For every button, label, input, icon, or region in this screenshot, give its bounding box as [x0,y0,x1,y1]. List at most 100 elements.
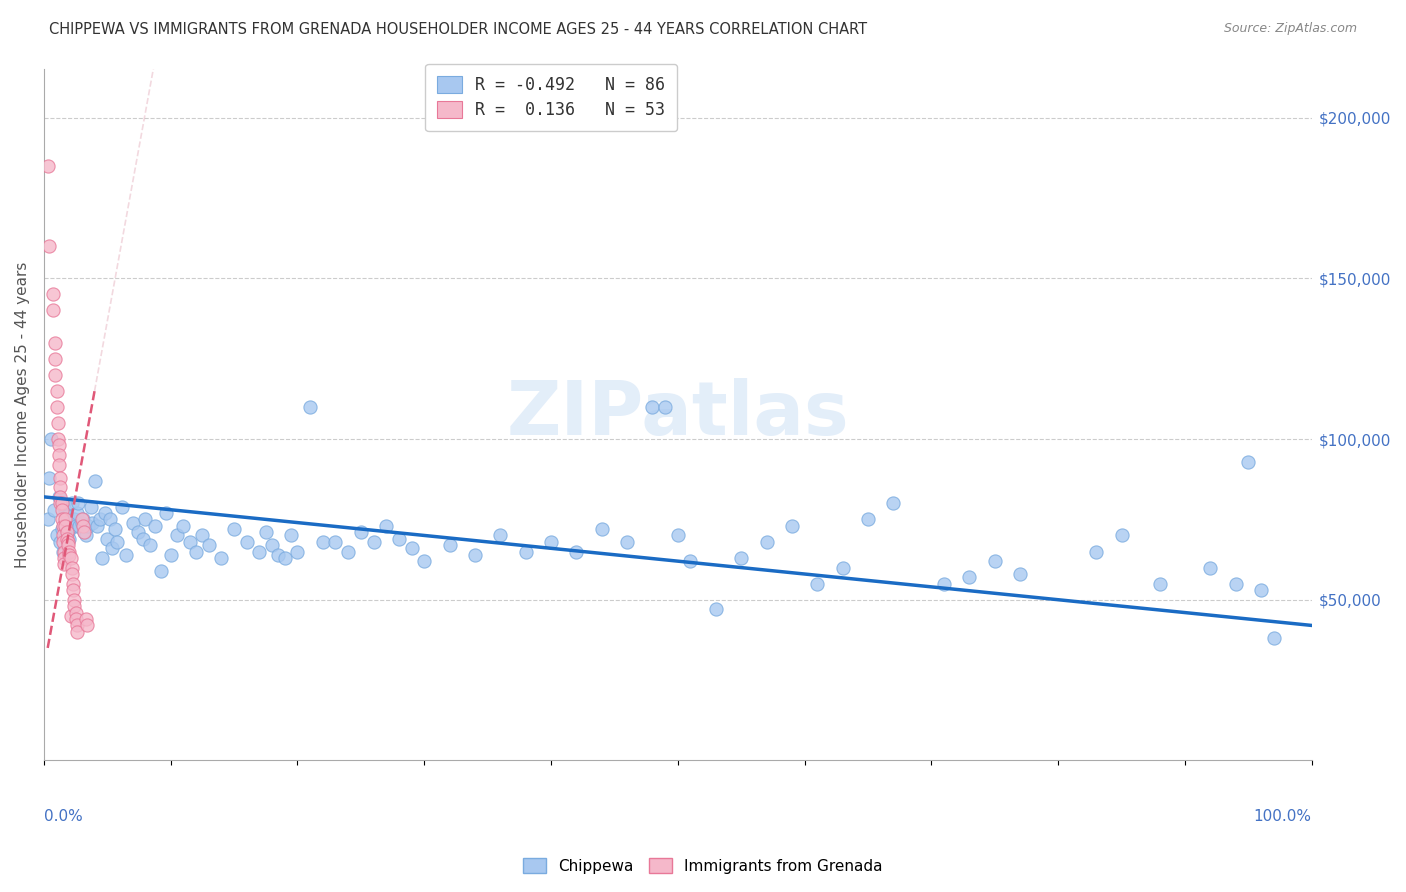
Point [413,554,436,568]
Point [1263,632,1285,646]
Point [209,550,232,565]
Point [1085,544,1108,558]
Point [55,512,77,526]
Point [172,518,194,533]
Point [45,400,67,414]
Point [46,432,69,446]
Point [666,528,689,542]
Point [80,500,103,514]
Point [62,576,84,591]
Y-axis label: Householder Income Ages 25 - 44 years: Householder Income Ages 25 - 44 years [15,261,30,568]
Point [58,544,80,558]
Point [55,518,77,533]
Point [56,538,79,552]
Point [540,534,562,549]
Point [127,525,149,540]
Point [983,554,1005,568]
Point [49,496,72,510]
Point [76,618,98,632]
Point [53,558,76,572]
Point [274,550,297,565]
Point [325,534,347,549]
Point [83,474,105,488]
Text: CHIPPEWA VS IMMIGRANTS FROM GRENADA HOUSEHOLDER INCOME AGES 25 - 44 YEARS CORREL: CHIPPEWA VS IMMIGRANTS FROM GRENADA HOUS… [49,22,868,37]
Point [1149,576,1171,591]
Point [63,512,86,526]
Point [401,541,423,556]
Point [280,528,302,542]
Point [59,516,82,530]
Point [66,624,89,639]
Point [66,506,89,520]
Point [63,592,86,607]
Point [52,518,75,533]
Point [70,516,93,530]
Point [49,490,72,504]
Point [63,599,86,614]
Point [55,525,77,540]
Point [235,534,257,549]
Point [51,502,73,516]
Point [166,528,188,542]
Point [299,400,322,414]
Point [107,534,129,549]
Legend: Chippewa, Immigrants from Grenada: Chippewa, Immigrants from Grenada [517,852,889,880]
Point [44,368,66,382]
Text: Source: ZipAtlas.com: Source: ZipAtlas.com [1223,22,1357,36]
Point [49,534,72,549]
Point [932,576,955,591]
Point [616,534,638,549]
Point [730,550,752,565]
Point [262,538,284,552]
Point [67,496,90,510]
Point [350,525,373,540]
Point [62,583,84,598]
Point [132,532,155,546]
Point [52,528,75,542]
Point [37,512,59,526]
Point [72,512,94,526]
Point [197,538,219,552]
Point [60,567,83,582]
Point [49,470,72,484]
Point [957,570,980,584]
Point [704,602,727,616]
Point [755,534,778,549]
Point [58,548,80,562]
Point [93,506,115,520]
Point [139,538,162,552]
Point [75,612,97,626]
Point [222,522,245,536]
Point [1010,567,1032,582]
Point [67,518,90,533]
Point [641,400,664,414]
Point [53,544,76,558]
Point [44,335,66,350]
Point [49,480,72,494]
Point [104,522,127,536]
Point [51,522,73,536]
Text: 100.0%: 100.0% [1254,809,1312,824]
Point [111,500,134,514]
Point [254,525,277,540]
Point [42,303,65,318]
Point [42,287,65,301]
Point [41,432,63,446]
Point [38,239,60,253]
Point [73,525,96,540]
Point [48,490,70,504]
Point [42,502,65,516]
Point [66,618,89,632]
Point [1250,583,1272,598]
Point [91,550,114,565]
Point [52,544,75,558]
Point [489,528,512,542]
Point [375,518,398,533]
Point [388,532,411,546]
Point [48,458,70,472]
Point [179,534,201,549]
Point [56,534,79,549]
Point [60,496,83,510]
Point [48,448,70,462]
Point [75,528,97,542]
